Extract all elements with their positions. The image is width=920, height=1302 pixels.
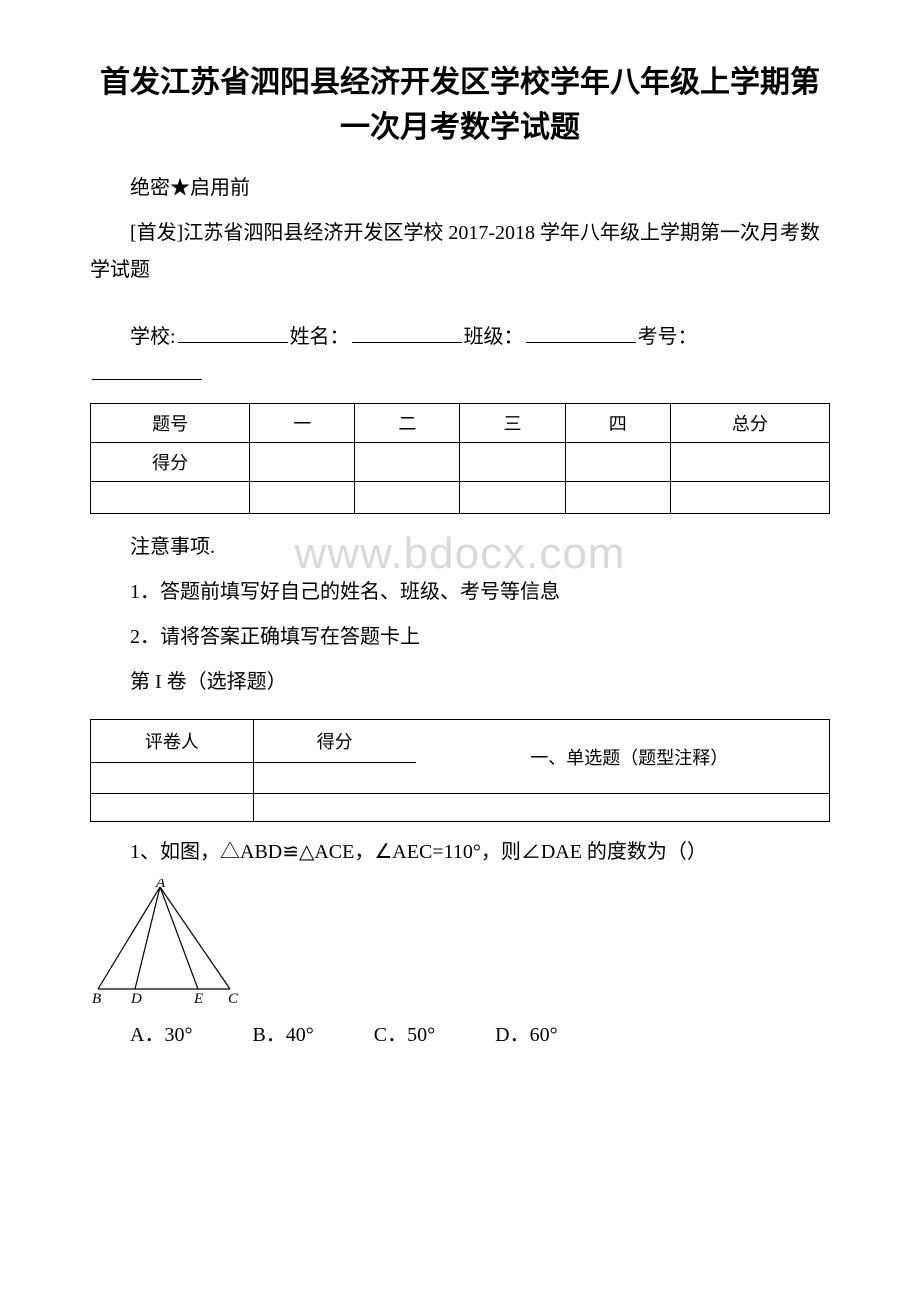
svg-text:C: C bbox=[228, 991, 239, 1004]
empty-cell bbox=[430, 794, 830, 822]
grader-label: 评卷人 bbox=[91, 720, 254, 762]
option-b[interactable]: B．40° bbox=[252, 1024, 313, 1046]
section-header-table: 评卷人 得分 一、单选题（题型注释） bbox=[90, 719, 830, 822]
header-cell: 总分 bbox=[670, 404, 829, 443]
class-blank[interactable] bbox=[526, 342, 636, 343]
id-blank[interactable] bbox=[92, 379, 202, 380]
svg-text:E: E bbox=[193, 991, 203, 1004]
score-cell[interactable] bbox=[670, 443, 829, 482]
name-blank[interactable] bbox=[352, 342, 462, 343]
score-cell[interactable] bbox=[250, 443, 355, 482]
header-cell: 三 bbox=[460, 404, 565, 443]
part1-title: 第 I 卷（选择题） bbox=[90, 664, 830, 701]
header-cell: 一 bbox=[250, 404, 355, 443]
page-title: 首发江苏省泗阳县经济开发区学校学年八年级上学期第一次月考数学试题 bbox=[90, 60, 830, 150]
confidential-label: 绝密★启用前 bbox=[90, 170, 830, 207]
score-cell[interactable] bbox=[565, 443, 670, 482]
notice-item-1: 1．答题前填写好自己的姓名、班级、考号等信息 bbox=[90, 574, 830, 611]
score-label-cell: 得分 bbox=[91, 443, 250, 482]
empty-cell bbox=[565, 482, 670, 514]
empty-cell bbox=[670, 482, 829, 514]
notice-item-2: 2．请将答案正确填写在答题卡上 bbox=[90, 619, 830, 656]
empty-cell bbox=[460, 482, 565, 514]
score-cell[interactable] bbox=[460, 443, 565, 482]
empty-cell bbox=[91, 794, 254, 821]
option-a[interactable]: A．30° bbox=[130, 1024, 192, 1046]
score-label: 得分 bbox=[254, 720, 416, 762]
score-cell[interactable] bbox=[355, 443, 460, 482]
table-row: 题号 一 二 三 四 总分 bbox=[91, 404, 830, 443]
triangle-diagram: A B D E C bbox=[90, 879, 245, 1004]
svg-text:B: B bbox=[92, 991, 101, 1004]
empty-cell bbox=[355, 482, 460, 514]
header-cell: 二 bbox=[355, 404, 460, 443]
table-row: 得分 bbox=[91, 443, 830, 482]
svg-text:D: D bbox=[130, 991, 142, 1004]
empty-cell bbox=[91, 482, 250, 514]
notice-title: 注意事项. bbox=[90, 529, 830, 566]
school-label: 学校: bbox=[130, 326, 176, 348]
question-1-options: A．30° B．40° C．50° D．60° bbox=[90, 1017, 830, 1054]
question-1-figure: A B D E C bbox=[90, 879, 830, 1009]
option-d[interactable]: D．60° bbox=[495, 1024, 557, 1046]
option-c[interactable]: C．50° bbox=[374, 1024, 435, 1046]
name-label: 姓名： bbox=[290, 326, 350, 348]
empty-cell bbox=[254, 794, 416, 821]
header-cell: 四 bbox=[565, 404, 670, 443]
svg-text:A: A bbox=[155, 879, 166, 891]
grader-blank[interactable] bbox=[91, 763, 254, 793]
id-label: 考号： bbox=[638, 326, 698, 348]
empty-cell bbox=[250, 482, 355, 514]
school-blank[interactable] bbox=[178, 342, 288, 343]
section-type-label: 一、单选题（题型注释） bbox=[430, 719, 830, 794]
question-1-text: 1、如图，△ABD≌△ACE，∠AEC=110°，则∠DAE 的度数为（） bbox=[90, 834, 830, 871]
subtitle: [首发]江苏省泗阳县经济开发区学校 2017-2018 学年八年级上学期第一次月… bbox=[90, 215, 830, 289]
table-row bbox=[91, 482, 830, 514]
header-cell: 题号 bbox=[91, 404, 250, 443]
score-table: 题号 一 二 三 四 总分 得分 bbox=[90, 403, 830, 514]
score-blank[interactable] bbox=[254, 763, 416, 793]
student-info-line: 学校: 姓名： 班级： 考号： bbox=[90, 319, 830, 356]
student-info-line-2 bbox=[90, 356, 830, 393]
class-label: 班级： bbox=[464, 326, 524, 348]
